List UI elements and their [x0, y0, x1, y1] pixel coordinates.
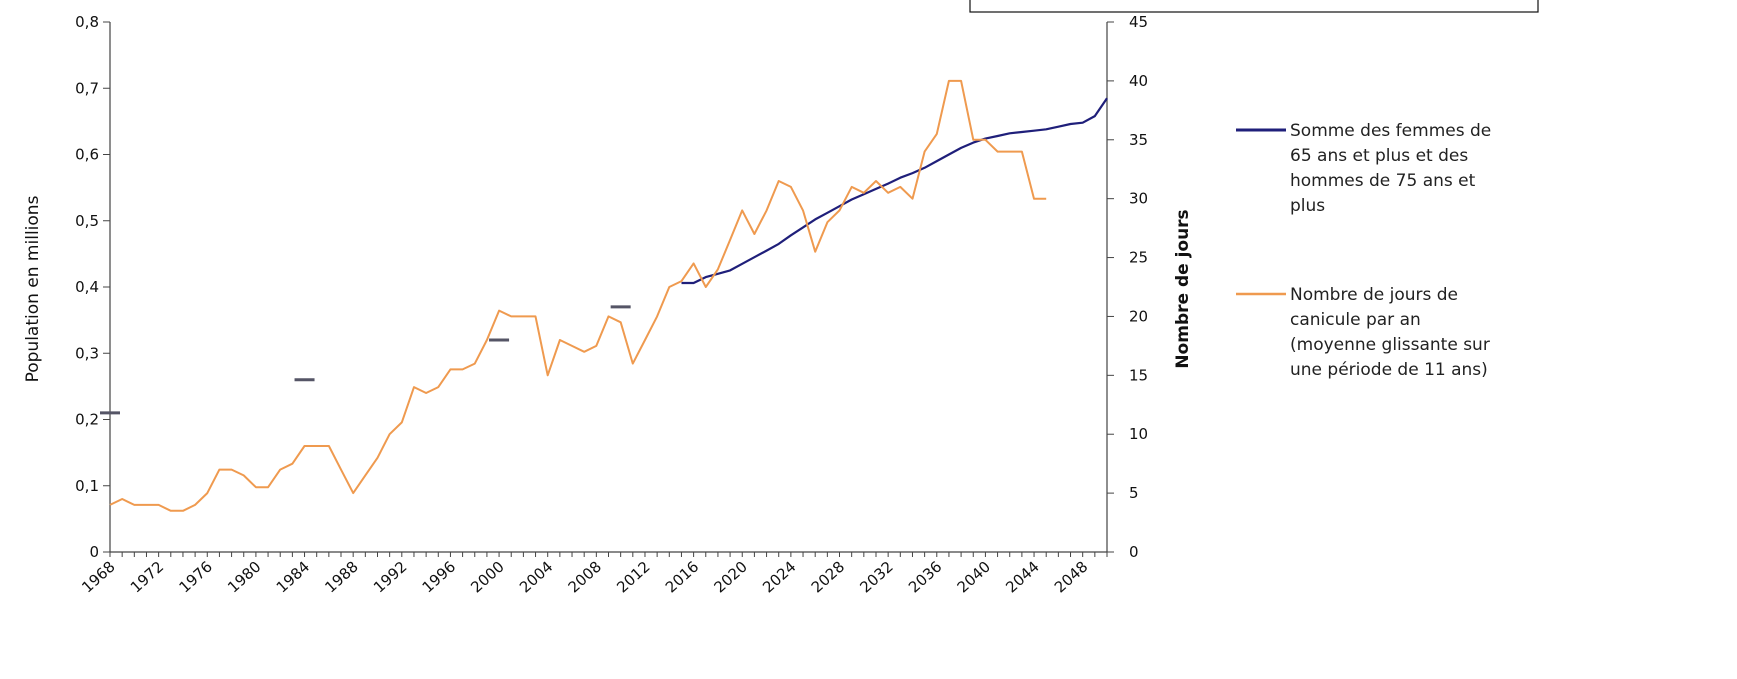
y-left-tick-label: 0,1 [75, 477, 99, 495]
y-right-tick-label: 40 [1129, 72, 1148, 90]
legend-label-heatwave-line3: (moyenne glissante sur [1290, 335, 1490, 355]
axis-labels: 0 0,1 0,2 0,3 0,4 0,5 0,6 0,7 0,8 0 5 10 15 20 25 30 35 4… [75, 13, 1148, 597]
y-left-tick-label: 0,4 [75, 278, 99, 296]
x-tick-label: 1972 [127, 558, 167, 597]
plot-area [100, 79, 1108, 512]
x-tick-label: 2032 [856, 558, 896, 597]
y-right-tick-label: 20 [1129, 307, 1148, 325]
x-tick-label: 2000 [467, 558, 507, 597]
y-right-tick-label: 35 [1129, 131, 1148, 149]
x-tick-label: 2012 [613, 558, 653, 597]
y-left-tick-label: 0,3 [75, 344, 99, 362]
x-tick-label: 2036 [905, 558, 945, 597]
y-right-tick-label: 30 [1129, 190, 1148, 208]
y-left-tick-label: 0,5 [75, 212, 99, 230]
y-left-tick-label: 0 [89, 543, 99, 561]
x-tick-label: 2008 [565, 558, 605, 597]
y-right-tick-label: 25 [1129, 249, 1148, 267]
y-right-tick-label: 0 [1129, 543, 1139, 561]
y-right-tick-label: 45 [1129, 13, 1148, 31]
x-tick-label: 2020 [710, 558, 750, 597]
x-tick-label: 1988 [321, 558, 361, 597]
x-tick-label: 2044 [1002, 558, 1042, 597]
x-tick-label: 1980 [224, 558, 264, 597]
legend-label-heatwave: Nombre de jours de canicule par an (moye… [1290, 285, 1495, 380]
legend-top-box [969, 0, 1539, 13]
x-tick-label: 2028 [808, 558, 848, 597]
y-left-tick-label: 0,6 [75, 146, 99, 164]
x-tick-label: 2048 [1051, 558, 1091, 597]
y-right-tick-label: 5 [1129, 484, 1139, 502]
legend-label-population-line2: 65 ans et plus et des [1290, 146, 1468, 166]
axes [103, 21, 1114, 557]
legend-label-heatwave-line1: Nombre de jours de [1290, 285, 1458, 305]
legend-label-heatwave-line2: canicule par an [1290, 310, 1421, 330]
y-left-tick-label: 0,8 [75, 13, 99, 31]
x-tick-label: 2004 [516, 558, 556, 597]
x-tick-label: 1992 [370, 558, 410, 597]
legend-label-heatwave-line4: une période de 11 ans) [1290, 360, 1488, 380]
series-line-population [681, 97, 1108, 285]
x-tick-label: 2024 [759, 558, 799, 597]
x-tick-label: 1976 [176, 558, 216, 597]
y-left-tick-label: 0,7 [75, 79, 99, 97]
x-tick-label: 2016 [662, 558, 702, 597]
y-right-tick-label: 10 [1129, 425, 1148, 443]
y-left-tick-label: 0,2 [75, 411, 99, 429]
x-tick-label: 1996 [419, 558, 459, 597]
x-tick-label: 2040 [954, 558, 994, 597]
legend-label-population-line3: hommes de 75 ans et [1290, 171, 1476, 191]
y-axis-left-title: Population en millions [23, 195, 43, 382]
legend: Somme des femmes de 65 ans et plus et de… [1236, 121, 1497, 380]
y-right-tick-label: 15 [1129, 366, 1148, 384]
x-tick-label: 1984 [273, 558, 313, 597]
legend-label-population-line4: plus [1290, 196, 1325, 216]
x-tick-label: 1968 [78, 558, 118, 597]
y-axis-right-title: Nombre de jours [1173, 209, 1193, 368]
series-line-heatwave [109, 79, 1047, 512]
legend-label-population: Somme des femmes de 65 ans et plus et de… [1290, 121, 1497, 216]
legend-label-population-line1: Somme des femmes de [1290, 121, 1491, 141]
